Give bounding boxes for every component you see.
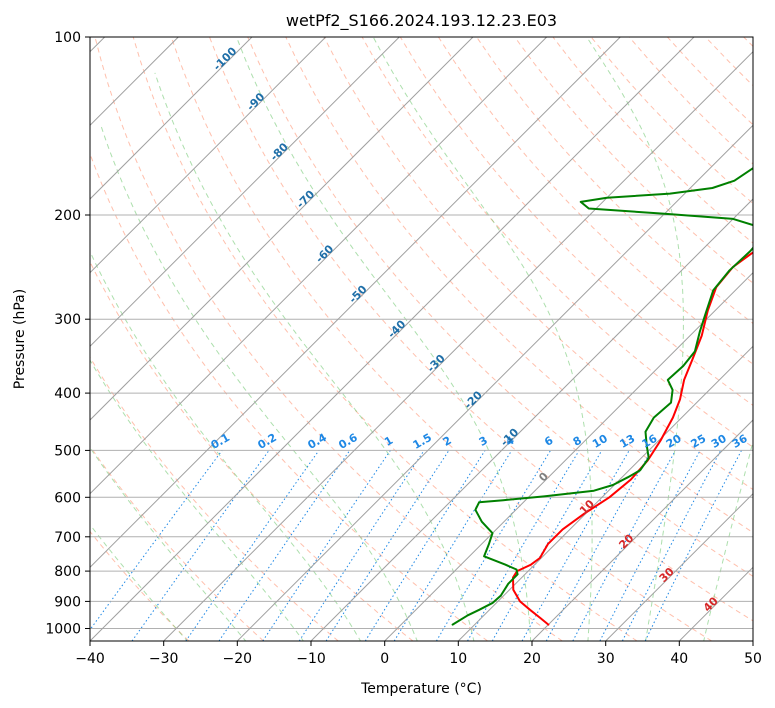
moist-adiabats — [90, 37, 753, 641]
isotherm — [384, 271, 753, 641]
x-axis-title: Temperature (°C) — [360, 681, 482, 697]
mixing-ratio-line — [90, 450, 223, 631]
mixing-ratio-line — [185, 450, 320, 641]
plot-frame — [89, 36, 754, 642]
dry-adiabat — [90, 530, 190, 641]
x-tick-label: −40 — [75, 651, 105, 667]
isotherm — [531, 419, 753, 641]
mixing-ratio-line — [572, 450, 676, 641]
mixing-ratio-line — [298, 450, 425, 641]
y-tick-label: 900 — [54, 594, 81, 610]
isotherm — [90, 37, 621, 569]
y-tick-label: 400 — [54, 386, 81, 402]
dry-adiabat — [90, 445, 264, 641]
x-tick-label: 10 — [449, 651, 467, 667]
isotherm — [310, 198, 753, 641]
plot-area: 0.1 0.2 0.4 0.6 1 1.5 2 3 4 6 8 10 13 16 20 25 30 36-100-… — [90, 37, 753, 641]
dry-adiabat — [132, 37, 638, 641]
x-tick-label: 20 — [523, 651, 541, 667]
y-axis: 100 200 300 400 500 600 700 800 900 1000 — [45, 30, 90, 638]
x-tick-label: 30 — [597, 651, 615, 667]
y-tick-label: 100 — [54, 30, 81, 46]
mixing-ratio-line — [262, 450, 391, 641]
dry-adiabat — [170, 37, 712, 641]
mixing-ratio-line — [545, 450, 652, 641]
y-tick-label: 600 — [54, 490, 81, 506]
mixing-ratio-line — [621, 450, 722, 641]
dry-adiabat — [90, 152, 488, 641]
y-tick-label: 200 — [54, 208, 81, 224]
moist-adiabat — [154, 72, 475, 641]
isotherm — [90, 37, 548, 495]
y-axis-title: Pressure (hPa) — [12, 289, 28, 389]
dewpoint-profile — [451, 167, 753, 626]
dry-adiabat — [399, 37, 753, 407]
y-tick-label: 700 — [54, 530, 81, 546]
isotherm — [236, 124, 753, 641]
mixing-ratio-line — [325, 450, 450, 641]
isotherm — [90, 37, 253, 200]
isotherm — [90, 37, 695, 641]
isotherm — [90, 37, 400, 348]
dry-adiabat — [209, 37, 753, 622]
isotherm — [457, 345, 753, 641]
y-tick-label: 300 — [54, 312, 81, 328]
dry-adiabat — [514, 37, 753, 284]
moist-adiabat — [372, 37, 593, 641]
moist-adiabat — [586, 37, 684, 641]
x-tick-label: −30 — [149, 651, 179, 667]
moist-adiabat — [90, 446, 247, 641]
dry-adiabats — [90, 37, 753, 641]
x-tick-label: 0 — [380, 651, 389, 667]
mixing-ratio-line — [393, 450, 513, 641]
y-tick-label: 1000 — [45, 622, 81, 638]
chart-title: wetPf2_S166.2024.193.12.23.E03 — [286, 11, 557, 31]
x-axis: −40 −30 −20 −10 0 10 20 30 40 50 — [75, 641, 762, 667]
moist-adiabat — [90, 359, 305, 641]
isotherm — [605, 492, 753, 641]
moist-adiabat — [236, 37, 532, 641]
isotherm — [90, 37, 327, 274]
dry-adiabat — [247, 37, 753, 577]
dry-adiabat — [90, 356, 339, 641]
sounding-series — [451, 167, 753, 626]
mixing-ratio-line — [521, 450, 630, 641]
y-tick-label: 800 — [54, 564, 81, 580]
x-tick-label: 40 — [670, 651, 688, 667]
dry-adiabat — [94, 37, 563, 641]
isotherm — [90, 37, 474, 421]
moist-adiabat — [90, 523, 188, 641]
isotherm — [163, 50, 753, 641]
mixing-ratio-line — [644, 450, 742, 641]
moist-adiabat — [90, 250, 362, 641]
y-tick-label: 500 — [54, 443, 81, 459]
x-tick-label: −10 — [296, 651, 326, 667]
x-tick-label: −20 — [223, 651, 253, 667]
temperature-profile — [512, 251, 753, 626]
mixing-ratio-line — [218, 450, 351, 641]
isotherms — [90, 37, 753, 641]
x-tick-label: 50 — [744, 651, 762, 667]
pressure-grid — [90, 37, 753, 629]
